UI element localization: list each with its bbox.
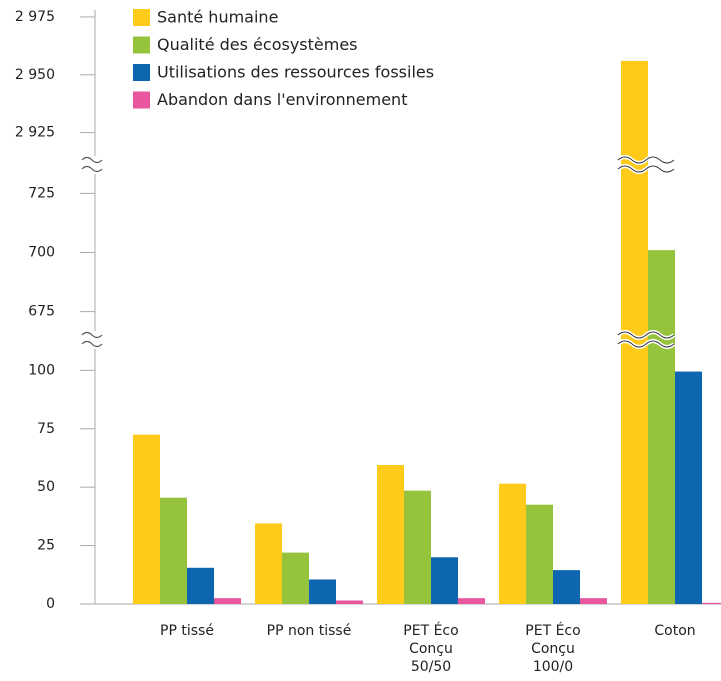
- bar: [133, 434, 160, 604]
- bar: [214, 598, 241, 604]
- bar: [458, 598, 485, 604]
- y-tick-label: 2 950: [15, 67, 55, 83]
- x-tick-label: Coton: [654, 623, 696, 639]
- bar: [336, 600, 363, 604]
- bar: [499, 483, 526, 604]
- legend-label: Abandon dans l'environnement: [157, 90, 407, 109]
- y-tick-label: 0: [46, 596, 55, 612]
- y-tick-label: 100: [28, 362, 55, 378]
- y-tick-label: 50: [37, 479, 55, 495]
- x-tick-label: PP tissé: [160, 623, 214, 639]
- bar: [309, 579, 336, 604]
- legend-swatch: [133, 36, 150, 54]
- bars: [133, 60, 721, 605]
- x-tick-label: PP non tissé: [266, 623, 352, 639]
- legend-swatch: [133, 9, 150, 26]
- bar: [702, 602, 721, 604]
- legend-swatch: [133, 64, 150, 81]
- y-tick-label: 2 975: [15, 9, 55, 25]
- legend-label: Qualité des écosystèmes: [157, 35, 358, 54]
- break-gap: [80, 156, 104, 174]
- legend-label: Utilisations des ressources fossiles: [157, 63, 434, 82]
- y-tick-label: 75: [37, 421, 55, 437]
- bar: [431, 557, 458, 604]
- y-tick-label: 700: [28, 245, 55, 261]
- bar: [404, 490, 431, 604]
- y-tick-label: 2 925: [15, 125, 55, 141]
- bar: [580, 598, 607, 604]
- bar: [187, 567, 214, 604]
- bar: [675, 371, 702, 604]
- axis-breaks: [80, 155, 676, 349]
- bar: [553, 570, 580, 604]
- y-tick-label: 725: [28, 185, 55, 201]
- bar-break-mark: [617, 156, 675, 173]
- bar: [648, 250, 675, 604]
- bar: [255, 523, 282, 604]
- bar: [160, 497, 187, 604]
- break-gap: [80, 331, 104, 349]
- bar: [377, 464, 404, 604]
- x-tick-label: PET Éco Conçu 50/50: [403, 623, 459, 675]
- x-tick-label: PET Éco Conçu 100/0: [525, 623, 581, 675]
- break-mark: [81, 156, 103, 173]
- y-tick-label: 25: [37, 538, 55, 554]
- break-mark: [81, 331, 103, 348]
- legend-swatch: [133, 91, 150, 109]
- bar: [282, 552, 309, 604]
- legend-label: Santé humaine: [157, 8, 278, 27]
- bar-break-mark: [617, 331, 675, 348]
- bar: [526, 504, 553, 604]
- y-tick-label: 675: [28, 304, 55, 320]
